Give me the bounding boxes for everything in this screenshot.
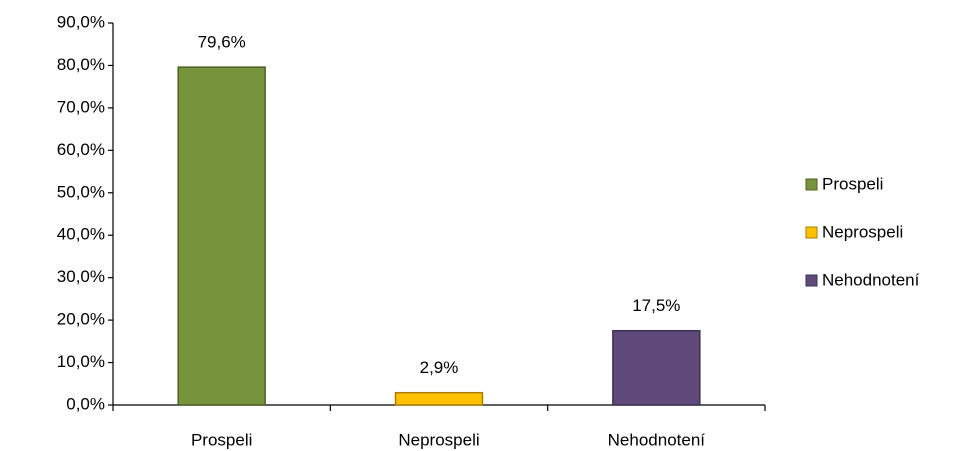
x-tick-label: Neprospeli	[398, 430, 479, 449]
data-label: 17,5%	[632, 296, 680, 315]
legend-label: Nehodnotení	[822, 270, 920, 289]
y-tick-label: 50,0%	[57, 182, 105, 201]
legend-swatch	[805, 274, 818, 287]
y-tick-label: 30,0%	[57, 267, 105, 286]
data-label: 2,9%	[420, 358, 459, 377]
y-tick-label: 0,0%	[66, 394, 105, 413]
legend-label: Neprospeli	[822, 222, 903, 241]
bar	[177, 66, 266, 406]
bar	[394, 391, 484, 406]
y-tick-label: 70,0%	[57, 97, 105, 116]
x-tick-label: Nehodnotení	[608, 430, 706, 449]
y-tick-label: 60,0%	[57, 140, 105, 159]
bar	[612, 329, 701, 406]
y-tick-label: 90,0%	[57, 12, 105, 31]
legend-label: Prospeli	[822, 174, 883, 193]
y-tick-label: 20,0%	[57, 310, 105, 329]
x-tick-label: Prospeli	[191, 430, 252, 449]
legend-swatch	[805, 178, 818, 191]
y-tick-label: 10,0%	[57, 352, 105, 371]
data-label: 79,6%	[198, 33, 246, 52]
legend-swatch	[805, 226, 818, 239]
y-tick-label: 80,0%	[57, 55, 105, 74]
y-tick-label: 40,0%	[57, 225, 105, 244]
